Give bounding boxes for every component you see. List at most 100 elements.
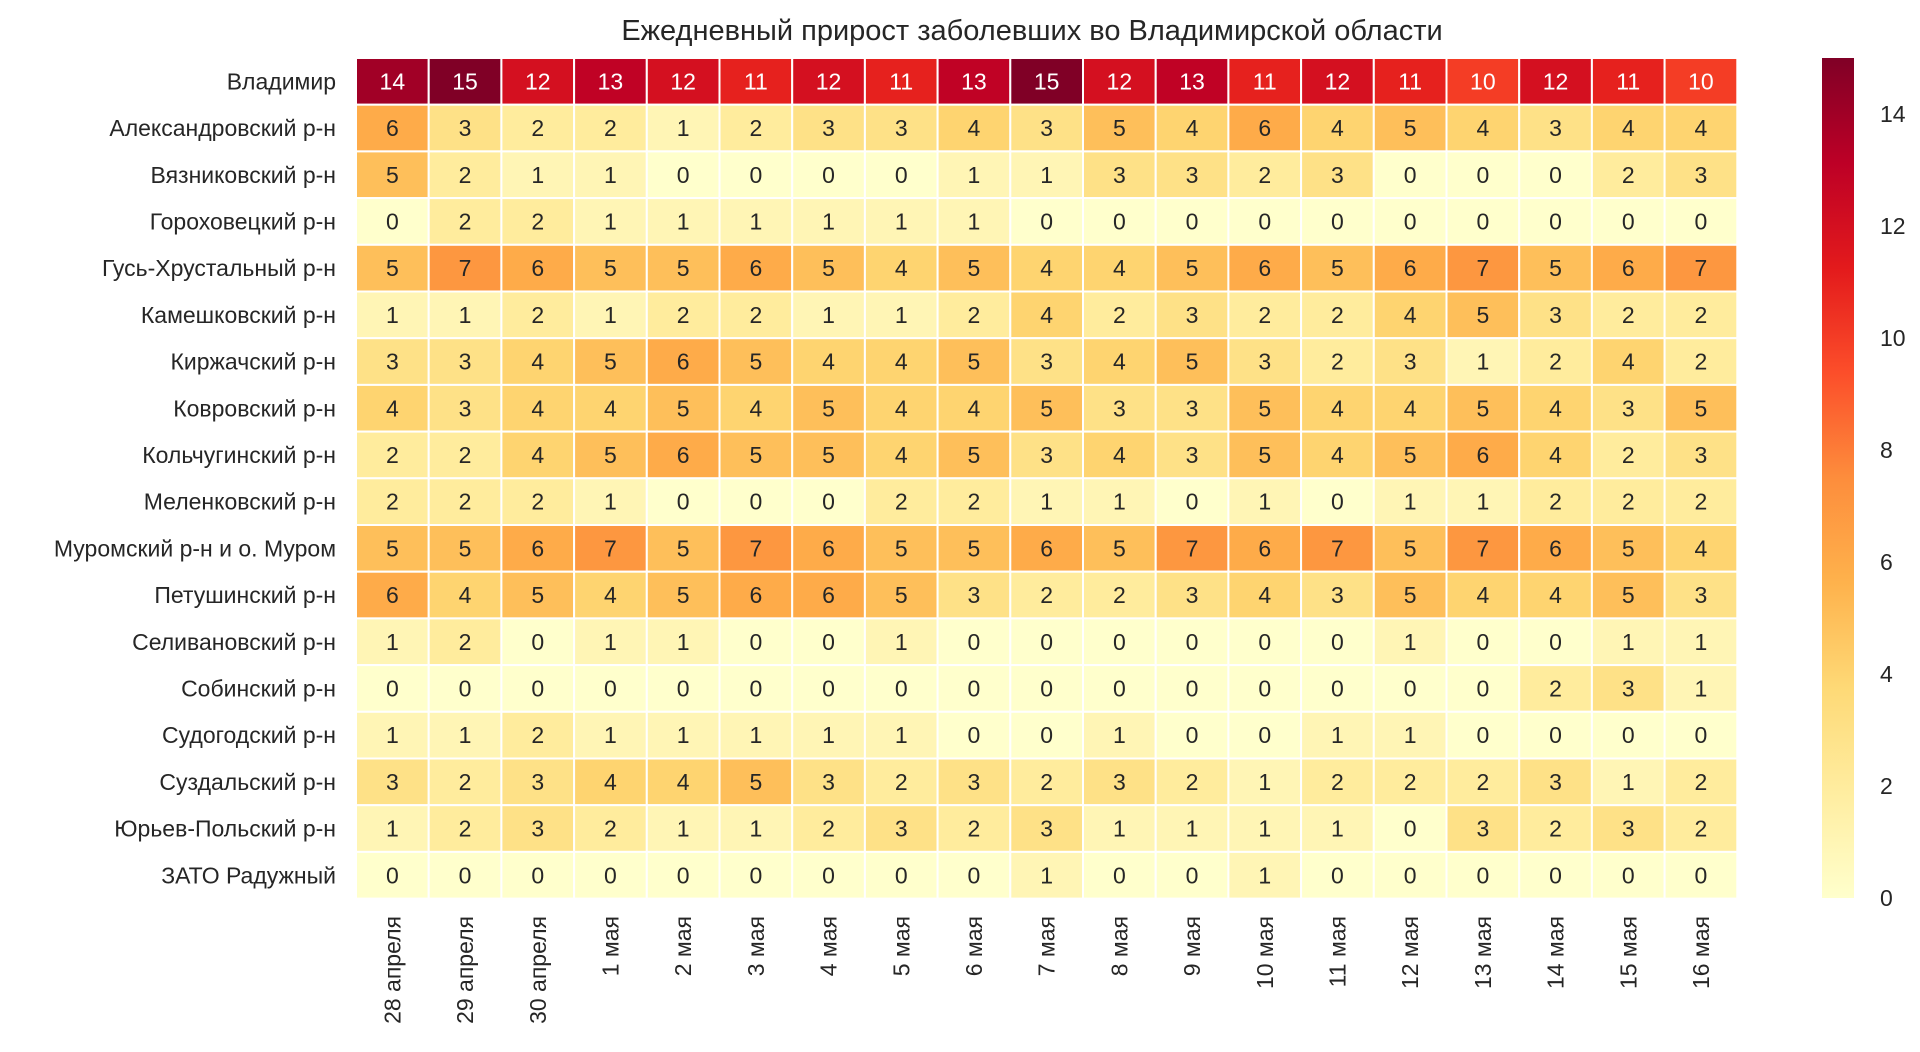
cell-value-label: 0 xyxy=(1404,862,1417,888)
cell-value-label: 0 xyxy=(1331,208,1344,234)
cell-value-label: 2 xyxy=(1258,162,1271,188)
heatmap-cell xyxy=(863,617,939,667)
cell-value-label: 5 xyxy=(822,442,835,468)
row-label: Петушинский р-н xyxy=(154,582,336,608)
heatmap-cell xyxy=(718,243,794,293)
cell-value-label: 0 xyxy=(822,862,835,888)
colorbar: 0 2 4 6 8 10 12 14 xyxy=(1822,58,1906,911)
heatmap-cell xyxy=(1300,383,1375,433)
cell-value-label: 0 xyxy=(386,862,399,888)
cell-value-label: 0 xyxy=(1040,208,1053,234)
cell-value-label: 4 xyxy=(1331,395,1344,421)
heatmap-cell xyxy=(718,804,794,853)
cell-value-label: 1 xyxy=(677,629,690,655)
cell-value-label: 6 xyxy=(1258,115,1271,141)
cell-value-label: 0 xyxy=(1258,722,1271,748)
cell-value-label: 5 xyxy=(1040,395,1053,421)
cell-value-label: 5 xyxy=(531,582,544,608)
cell-value-label: 4 xyxy=(895,255,908,281)
heatmap-cell xyxy=(791,290,866,340)
cell-value-label: 2 xyxy=(386,489,399,515)
cell-value-label: 5 xyxy=(1622,535,1635,561)
heatmap-cell xyxy=(1372,150,1448,200)
cell-value-label: 7 xyxy=(1331,535,1344,561)
cell-value-label: 3 xyxy=(1622,675,1635,701)
cell-value-label: 5 xyxy=(1258,442,1271,468)
cell-value-label: 0 xyxy=(677,675,690,701)
cell-value-label: 0 xyxy=(1404,816,1417,842)
cell-value-label: 3 xyxy=(386,349,399,375)
cell-value-label: 0 xyxy=(968,722,981,748)
heatmap-cell xyxy=(1154,383,1230,433)
heatmap-cell xyxy=(1663,617,1739,667)
cell-value-label: 0 xyxy=(1113,629,1126,655)
cell-value-label: 3 xyxy=(459,395,472,421)
cell-value-label: 0 xyxy=(1258,629,1271,655)
cell-value-label: 2 xyxy=(1331,302,1344,328)
cell-value-label: 1 xyxy=(1113,722,1126,748)
cell-value-label: 1 xyxy=(895,629,908,655)
heatmap-cell xyxy=(1445,477,1521,526)
row-label: Собинский р-н xyxy=(181,675,336,701)
cell-value-label: 4 xyxy=(1549,442,1562,468)
heatmap-cell xyxy=(427,664,503,713)
heatmap-cell xyxy=(1445,664,1521,713)
cell-value-label: 5 xyxy=(895,582,908,608)
heatmap-cell xyxy=(1663,57,1739,106)
cell-value-label: 0 xyxy=(1186,489,1199,515)
cell-value-label: 2 xyxy=(968,489,981,515)
cell-value-label: 1 xyxy=(386,302,399,328)
cell-value-label: 2 xyxy=(1404,769,1417,795)
cell-value-label: 1 xyxy=(677,722,690,748)
heatmap-cell xyxy=(1663,710,1739,760)
heatmap-cell xyxy=(1227,337,1303,386)
cell-value-label: 3 xyxy=(1040,349,1053,375)
cell-value-label: 4 xyxy=(1549,582,1562,608)
cell-value-label: 2 xyxy=(1695,349,1708,375)
heatmap-cell xyxy=(863,103,939,153)
cell-value-label: 5 xyxy=(386,255,399,281)
heatmap-cell xyxy=(645,243,721,293)
cell-value-label: 5 xyxy=(1186,349,1199,375)
cell-value-label: 15 xyxy=(452,68,478,94)
cell-value-label: 1 xyxy=(1695,675,1708,701)
cell-value-label: 1 xyxy=(1404,489,1417,515)
cell-value-label: 6 xyxy=(822,535,835,561)
heatmap-cell xyxy=(1518,57,1593,106)
heatmap-cell xyxy=(1590,337,1666,386)
heatmap-cell xyxy=(500,430,576,480)
heatmap-cell xyxy=(936,290,1012,340)
cell-value-label: 3 xyxy=(1113,395,1126,421)
cell-value-label: 0 xyxy=(895,862,908,888)
cell-value-label: 3 xyxy=(459,115,472,141)
heatmap-cell xyxy=(1518,197,1593,246)
cell-value-label: 2 xyxy=(459,769,472,795)
cell-value-label: 13 xyxy=(961,68,987,94)
heatmap-cell xyxy=(1009,383,1084,433)
cell-value-label: 1 xyxy=(1040,489,1053,515)
cell-value-label: 5 xyxy=(1404,115,1417,141)
heatmap-cell xyxy=(863,337,939,386)
heatmap-cell xyxy=(355,804,430,853)
cell-value-label: 1 xyxy=(1040,862,1053,888)
heatmap-cell xyxy=(1227,290,1303,340)
cell-value-label: 4 xyxy=(1186,115,1199,141)
heatmap-cell xyxy=(573,150,648,200)
heatmap-cell xyxy=(1663,524,1739,573)
cell-value-label: 2 xyxy=(386,442,399,468)
colorbar-tick-label: 14 xyxy=(1880,101,1906,127)
cell-value-label: 2 xyxy=(531,722,544,748)
cell-value-label: 3 xyxy=(459,349,472,375)
cell-value-label: 10 xyxy=(1470,68,1496,94)
row-label: Гороховецкий р-н xyxy=(150,208,336,234)
heatmap-cell xyxy=(1082,477,1157,526)
cell-value-label: 2 xyxy=(749,115,762,141)
cell-value-label: 1 xyxy=(1331,722,1344,748)
cell-value-label: 2 xyxy=(895,489,908,515)
heatmap-cell xyxy=(1300,337,1375,386)
cell-value-label: 0 xyxy=(968,675,981,701)
cell-value-label: 4 xyxy=(1258,582,1271,608)
heatmap-cell xyxy=(1154,850,1230,900)
cell-value-label: 4 xyxy=(1331,442,1344,468)
colorbar-tick-label: 10 xyxy=(1880,325,1906,351)
